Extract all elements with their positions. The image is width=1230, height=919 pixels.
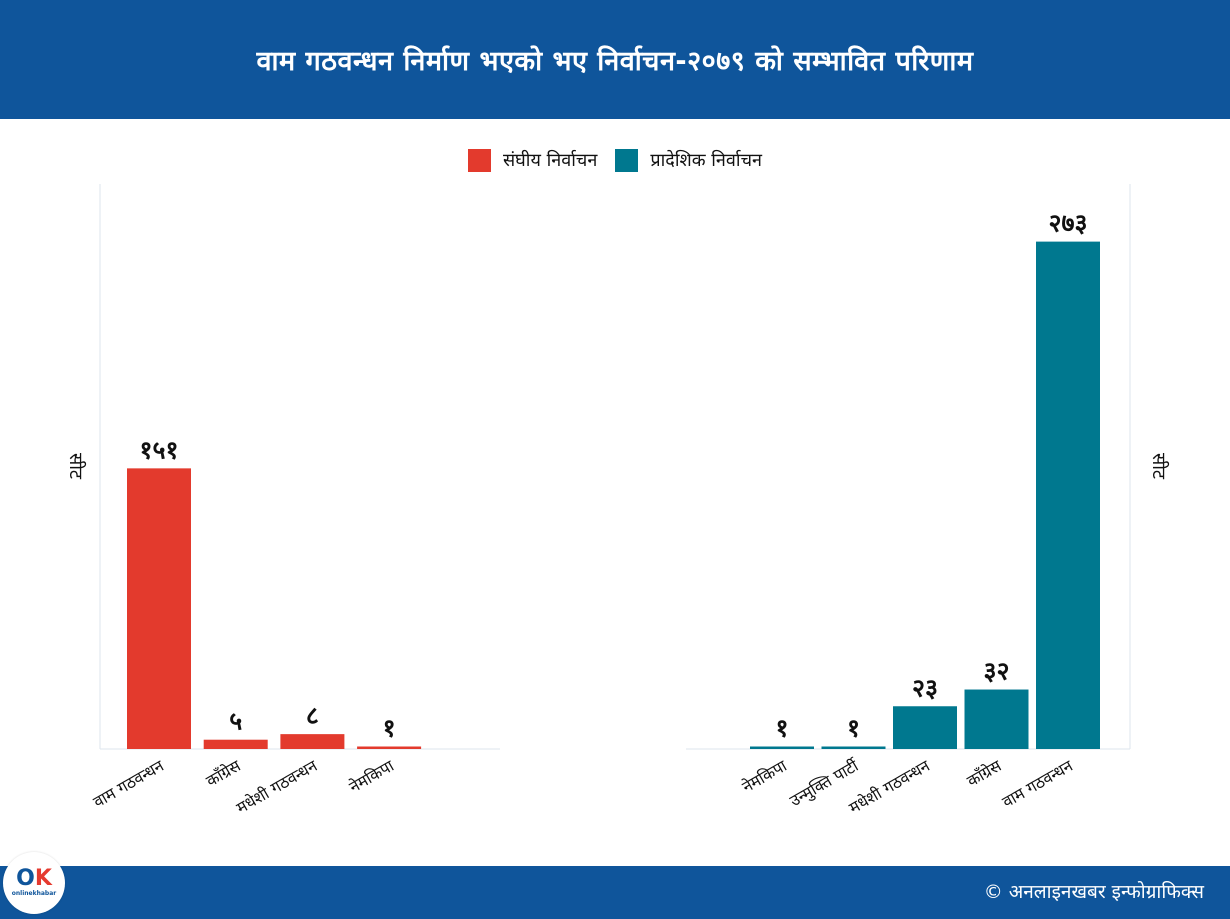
chart-legend: संघीय निर्वाचन प्रादेशिक निर्वाचन: [0, 147, 1230, 173]
chart-0-bar-0: [127, 468, 191, 749]
legend-swatch-federal: [467, 148, 491, 172]
legend-swatch-provincial: [615, 148, 639, 172]
logo-mark-o: O: [16, 866, 35, 891]
chart-1-value-label-3: ३२: [983, 657, 1009, 686]
footer-bar: © अनलाइनखबर इन्फोग्राफिक्स: [0, 866, 1230, 919]
chart-1-category-label-2: मधेशी गठवन्धन: [846, 755, 934, 817]
chart-1-category-label-4: वाम गठवन्धन: [999, 755, 1077, 811]
onlinekhabar-logo: OK onlinekhabar: [3, 852, 65, 914]
header-bar: वाम गठवन्धन निर्माण भएको भए निर्वाचन-२०७…: [0, 0, 1230, 119]
footer-credit: © अनलाइनखबर इन्फोग्राफिक्स: [983, 881, 1204, 903]
chart-0-category-label-1: काँग्रेस: [203, 755, 245, 790]
chart-0-bar-2: [280, 734, 345, 749]
chart-1-bar-2: [893, 706, 957, 749]
chart-0-bar-1: [203, 739, 268, 749]
chart-0-value-label-0: १५१: [139, 435, 178, 464]
legend-item-provincial: प्रादेशिक निर्वाचन: [615, 148, 762, 172]
chart-0-value-label-3: १: [383, 714, 396, 743]
bar-charts: सीट १५१ वाम गठवन्धन ५ काँग्रेस ८ मधेशी गठवन्धन…: [65, 184, 1170, 817]
chart-1-bar-4: [1036, 241, 1100, 750]
chart-1-category-label-3: काँग्रेस: [964, 755, 1006, 790]
chart-1-bar-0: [750, 746, 814, 749]
logo-wordmark: onlinekhabar: [11, 890, 57, 897]
chart-1-y-label: सीट: [1148, 453, 1170, 480]
legend-label-federal: संघीय निर्वाचन: [502, 150, 598, 171]
chart-0-category-label-3: नेमकिपा: [346, 756, 398, 797]
page-title: वाम गठवन्धन निर्माण भएको भए निर्वाचन-२०७…: [256, 46, 974, 77]
legend-item-federal: संघीय निर्वाचन: [467, 148, 598, 172]
chart-1-category-label-0: नेमकिपा: [739, 756, 791, 797]
logo-mark-k: K: [34, 866, 52, 891]
chart-1-value-label-2: २३: [912, 673, 938, 702]
logo-mark: OK: [16, 868, 52, 890]
chart-0-value-label-2: ८: [306, 701, 319, 730]
chart-0-bar-3: [357, 746, 422, 749]
chart-0-y-label: सीट: [65, 453, 87, 480]
chart-0-category-label-0: वाम गठवन्धन: [90, 755, 168, 811]
chart-0-value-label-1: ५: [229, 707, 242, 736]
chart-0-category-label-2: मधेशी गठवन्धन: [233, 755, 321, 817]
legend-label-provincial: प्रादेशिक निर्वाचन: [650, 150, 763, 171]
chart-1-bar-3: [964, 689, 1029, 749]
chart-1-value-label-4: २७३: [1048, 209, 1087, 238]
chart-1-bar-1: [821, 746, 886, 749]
chart-1-value-label-0: १: [775, 714, 788, 743]
chart-1-value-label-1: १: [847, 714, 860, 743]
